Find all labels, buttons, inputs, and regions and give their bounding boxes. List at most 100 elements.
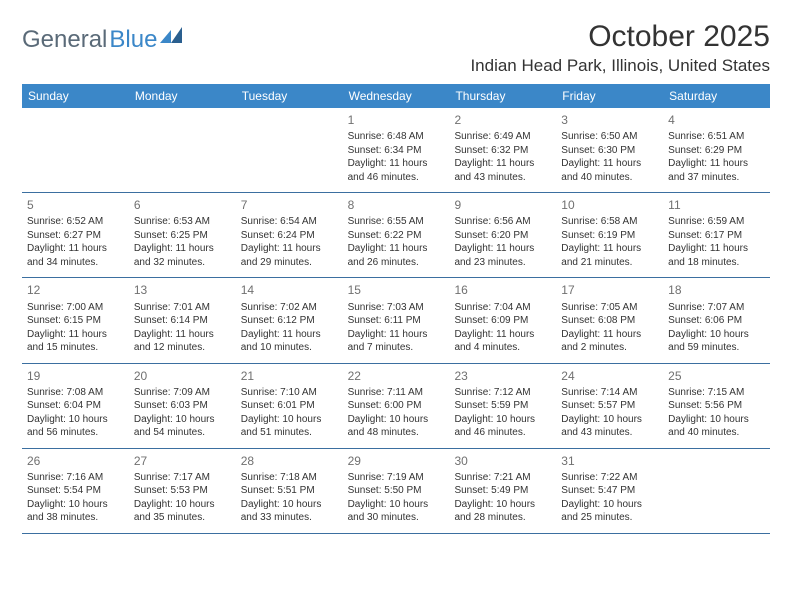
logo: GeneralBlue [22, 20, 182, 54]
day-cell: 14Sunrise: 7:02 AMSunset: 6:12 PMDayligh… [236, 278, 343, 362]
month-title: October 2025 [470, 20, 770, 54]
day-number: 27 [134, 453, 231, 469]
daylight-text: and 26 minutes. [348, 256, 445, 270]
day-number: 12 [27, 282, 124, 298]
sunrise-text: Sunrise: 7:22 AM [561, 471, 658, 485]
day-cell: 7Sunrise: 6:54 AMSunset: 6:24 PMDaylight… [236, 193, 343, 277]
daylight-text: and 34 minutes. [27, 256, 124, 270]
daylight-text: and 46 minutes. [348, 171, 445, 185]
daylight-text: Daylight: 11 hours [668, 242, 765, 256]
sunrise-text: Sunrise: 7:17 AM [134, 471, 231, 485]
day-number: 7 [241, 197, 338, 213]
daylight-text: Daylight: 11 hours [561, 328, 658, 342]
sunrise-text: Sunrise: 7:07 AM [668, 301, 765, 315]
day-cell: 22Sunrise: 7:11 AMSunset: 6:00 PMDayligh… [343, 364, 450, 448]
daylight-text: Daylight: 11 hours [27, 242, 124, 256]
sunrise-text: Sunrise: 7:02 AM [241, 301, 338, 315]
daylight-text: and 48 minutes. [348, 426, 445, 440]
week-row: 5Sunrise: 6:52 AMSunset: 6:27 PMDaylight… [22, 193, 770, 278]
daylight-text: Daylight: 11 hours [134, 242, 231, 256]
day-number: 16 [454, 282, 551, 298]
day-cell: 24Sunrise: 7:14 AMSunset: 5:57 PMDayligh… [556, 364, 663, 448]
day-number: 25 [668, 368, 765, 384]
day-cell: 23Sunrise: 7:12 AMSunset: 5:59 PMDayligh… [449, 364, 556, 448]
daylight-text: and 21 minutes. [561, 256, 658, 270]
empty-cell [129, 108, 236, 192]
day-number: 3 [561, 112, 658, 128]
sunset-text: Sunset: 5:54 PM [27, 484, 124, 498]
day-number: 10 [561, 197, 658, 213]
day-number: 21 [241, 368, 338, 384]
daylight-text: and 40 minutes. [668, 426, 765, 440]
daylight-text: Daylight: 10 hours [668, 328, 765, 342]
sunrise-text: Sunrise: 6:56 AM [454, 215, 551, 229]
daylight-text: and 12 minutes. [134, 341, 231, 355]
daylight-text: and 40 minutes. [561, 171, 658, 185]
day-header-cell: Wednesday [343, 84, 450, 108]
sunrise-text: Sunrise: 6:58 AM [561, 215, 658, 229]
day-cell: 2Sunrise: 6:49 AMSunset: 6:32 PMDaylight… [449, 108, 556, 192]
day-header-cell: Tuesday [236, 84, 343, 108]
daylight-text: and 56 minutes. [27, 426, 124, 440]
sunset-text: Sunset: 6:01 PM [241, 399, 338, 413]
day-cell: 20Sunrise: 7:09 AMSunset: 6:03 PMDayligh… [129, 364, 236, 448]
daylight-text: and 37 minutes. [668, 171, 765, 185]
daylight-text: Daylight: 11 hours [27, 328, 124, 342]
day-number: 17 [561, 282, 658, 298]
sunset-text: Sunset: 6:15 PM [27, 314, 124, 328]
day-number: 11 [668, 197, 765, 213]
daylight-text: Daylight: 11 hours [561, 242, 658, 256]
empty-cell [663, 449, 770, 533]
day-cell: 9Sunrise: 6:56 AMSunset: 6:20 PMDaylight… [449, 193, 556, 277]
day-header-cell: Sunday [22, 84, 129, 108]
daylight-text: and 33 minutes. [241, 511, 338, 525]
day-cell: 26Sunrise: 7:16 AMSunset: 5:54 PMDayligh… [22, 449, 129, 533]
sunrise-text: Sunrise: 7:01 AM [134, 301, 231, 315]
day-cell: 31Sunrise: 7:22 AMSunset: 5:47 PMDayligh… [556, 449, 663, 533]
daylight-text: and 2 minutes. [561, 341, 658, 355]
daylight-text: and 23 minutes. [454, 256, 551, 270]
daylight-text: Daylight: 10 hours [27, 498, 124, 512]
calendar: SundayMondayTuesdayWednesdayThursdayFrid… [22, 84, 770, 534]
daylight-text: Daylight: 10 hours [134, 498, 231, 512]
day-number: 29 [348, 453, 445, 469]
daylight-text: and 4 minutes. [454, 341, 551, 355]
location: Indian Head Park, Illinois, United State… [470, 56, 770, 76]
sunrise-text: Sunrise: 7:11 AM [348, 386, 445, 400]
header: GeneralBlue October 2025 Indian Head Par… [22, 20, 770, 76]
sunset-text: Sunset: 6:06 PM [668, 314, 765, 328]
empty-cell [236, 108, 343, 192]
sunset-text: Sunset: 6:03 PM [134, 399, 231, 413]
sunrise-text: Sunrise: 6:51 AM [668, 130, 765, 144]
sunset-text: Sunset: 5:49 PM [454, 484, 551, 498]
sunrise-text: Sunrise: 6:50 AM [561, 130, 658, 144]
daylight-text: and 35 minutes. [134, 511, 231, 525]
day-header-cell: Saturday [663, 84, 770, 108]
day-cell: 16Sunrise: 7:04 AMSunset: 6:09 PMDayligh… [449, 278, 556, 362]
sunset-text: Sunset: 6:24 PM [241, 229, 338, 243]
day-cell: 12Sunrise: 7:00 AMSunset: 6:15 PMDayligh… [22, 278, 129, 362]
day-header-cell: Friday [556, 84, 663, 108]
day-number: 13 [134, 282, 231, 298]
daylight-text: Daylight: 10 hours [241, 413, 338, 427]
week-row: 26Sunrise: 7:16 AMSunset: 5:54 PMDayligh… [22, 449, 770, 534]
daylight-text: Daylight: 11 hours [454, 242, 551, 256]
sunset-text: Sunset: 6:19 PM [561, 229, 658, 243]
daylight-text: Daylight: 10 hours [454, 498, 551, 512]
daylight-text: Daylight: 11 hours [561, 157, 658, 171]
sunrise-text: Sunrise: 7:04 AM [454, 301, 551, 315]
daylight-text: and 25 minutes. [561, 511, 658, 525]
sunset-text: Sunset: 6:30 PM [561, 144, 658, 158]
sunset-text: Sunset: 6:11 PM [348, 314, 445, 328]
day-number: 5 [27, 197, 124, 213]
sunrise-text: Sunrise: 7:16 AM [27, 471, 124, 485]
sunrise-text: Sunrise: 7:10 AM [241, 386, 338, 400]
day-number: 6 [134, 197, 231, 213]
day-cell: 18Sunrise: 7:07 AMSunset: 6:06 PMDayligh… [663, 278, 770, 362]
weeks-container: 1Sunrise: 6:48 AMSunset: 6:34 PMDaylight… [22, 108, 770, 534]
week-row: 1Sunrise: 6:48 AMSunset: 6:34 PMDaylight… [22, 108, 770, 193]
daylight-text: Daylight: 10 hours [134, 413, 231, 427]
sunset-text: Sunset: 5:53 PM [134, 484, 231, 498]
daylight-text: Daylight: 10 hours [668, 413, 765, 427]
sunset-text: Sunset: 5:51 PM [241, 484, 338, 498]
